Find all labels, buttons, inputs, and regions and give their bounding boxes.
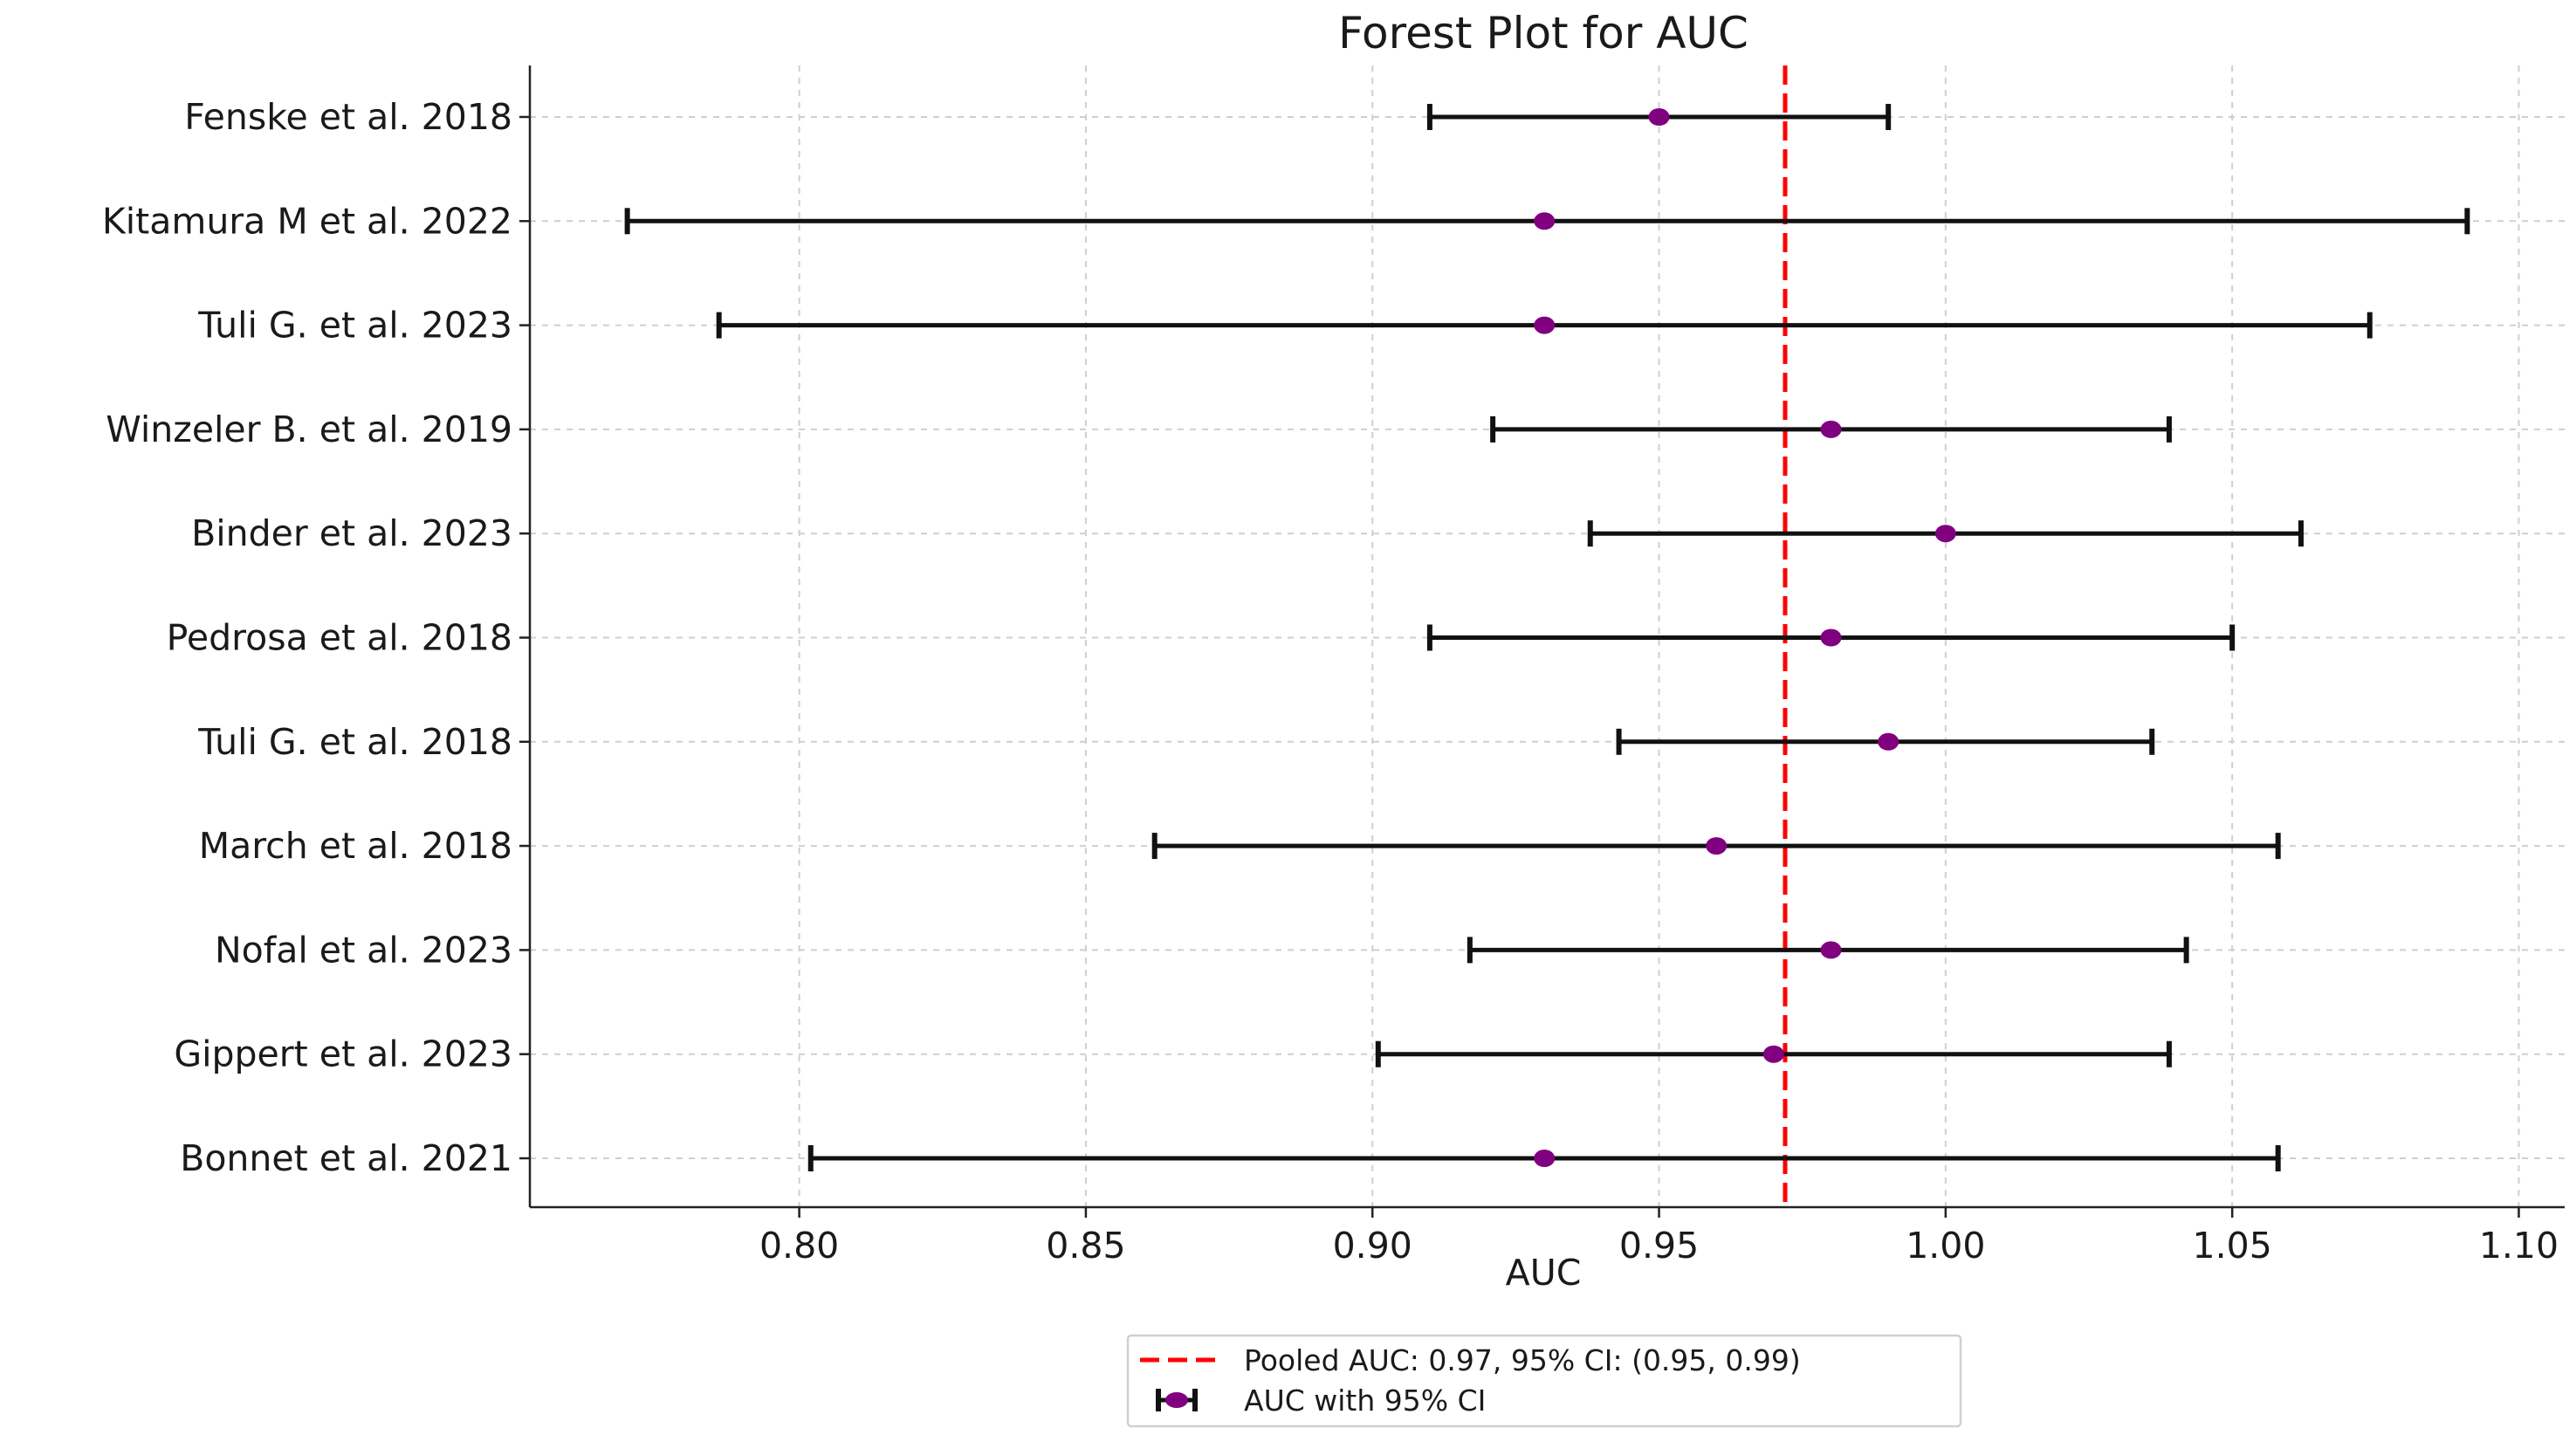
auc-point [1762, 1045, 1784, 1063]
legend-ci-label: AUC with 95% CI [1244, 1384, 1486, 1418]
auc-point [1878, 732, 1899, 751]
study-label: Tuli G. et al. 2023 [197, 305, 512, 347]
x-tick-label: 1.00 [1906, 1225, 1985, 1267]
x-tick-label: 0.90 [1333, 1225, 1412, 1267]
legend-pooled-label: Pooled AUC: 0.97, 95% CI: (0.95, 0.99) [1244, 1343, 1801, 1377]
study-label: Winzeler B. et al. 2019 [106, 409, 512, 450]
x-axis-label: AUC [1506, 1252, 1582, 1294]
legend-box [1126, 1334, 1962, 1428]
auc-point [1934, 525, 1956, 543]
auc-point [1534, 316, 1556, 334]
study-label: Binder et al. 2023 [191, 512, 512, 554]
auc-point [1534, 212, 1556, 230]
study-label: Bonnet et al. 2021 [180, 1137, 512, 1179]
study-label: Fenske et al. 2018 [184, 96, 512, 138]
auc-point [1820, 628, 1842, 647]
x-tick-label: 0.95 [1619, 1225, 1699, 1267]
legend-ci-swatch [1156, 1389, 1198, 1411]
legend-ci-swatch-point [1165, 1392, 1188, 1408]
auc-point [1534, 1150, 1556, 1167]
x-tick-label: 0.80 [759, 1225, 839, 1267]
axes-layer [528, 65, 2565, 1209]
x-tick-label: 1.05 [2193, 1225, 2272, 1267]
x-tick-label: 1.10 [2479, 1225, 2559, 1267]
auc-point [1648, 108, 1670, 126]
study-label: March et al. 2018 [199, 825, 512, 867]
auc-point [1706, 837, 1728, 855]
x-tick-label: 0.85 [1046, 1225, 1125, 1267]
legend: Pooled AUC: 0.97, 95% CI: (0.95, 0.99) A… [1126, 1334, 1962, 1428]
study-label: Kitamura M et al. 2022 [102, 200, 512, 242]
study-label: Tuli G. et al. 2018 [197, 721, 512, 763]
study-label-layer: Fenske et al. 2018 Kitamura M et al. 2022… [102, 96, 530, 1179]
auc-point [1820, 941, 1842, 959]
chart-title: Forest Plot for AUC [1338, 8, 1748, 58]
study-label: Nofal et al. 2023 [215, 929, 512, 971]
x-tick-layer: 0.80 0.85 0.90 0.95 1.00 1.05 1.10 [759, 1207, 2559, 1267]
study-label: Gippert et al. 2023 [174, 1033, 512, 1075]
study-label: Pedrosa et al. 2018 [167, 617, 512, 659]
auc-point [1820, 420, 1842, 438]
ci-layer [624, 104, 2470, 1171]
point-layer [1534, 108, 1956, 1167]
